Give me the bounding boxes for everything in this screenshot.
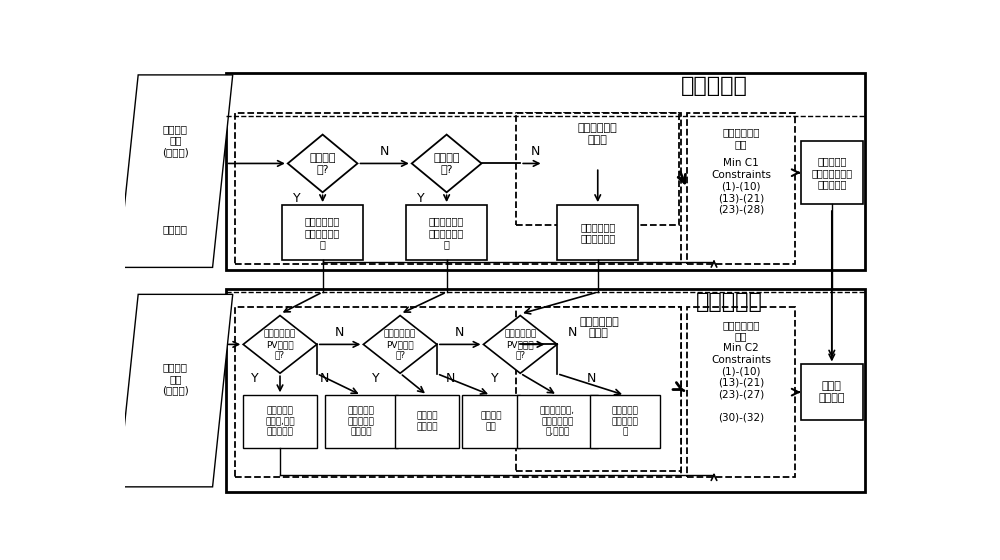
Text: 调度层结果
电网联络线功率
蓄电池功率: 调度层结果 电网联络线功率 蓄电池功率: [811, 156, 852, 189]
Polygon shape: [412, 134, 482, 192]
Text: 分散负荷削减
并保留部分备
用: 分散负荷削减 并保留部分备 用: [429, 216, 464, 249]
Text: 一般负荷
光伏
(分钟级): 一般负荷 光伏 (分钟级): [162, 362, 189, 396]
Text: N: N: [319, 372, 329, 385]
Text: 分散负荷削减,
制冷机功率调
整,蓄电池: 分散负荷削减, 制冷机功率调 整,蓄电池: [540, 407, 575, 436]
Text: Y: Y: [372, 372, 379, 385]
Bar: [517, 395, 598, 447]
Text: N: N: [335, 326, 344, 339]
Text: 备用分散
负荷削减: 备用分散 负荷削减: [416, 412, 438, 431]
Bar: [243, 395, 317, 447]
Polygon shape: [483, 315, 557, 374]
Bar: [516, 307, 681, 472]
Text: 电负荷增加或
PV出力减
少?: 电负荷增加或 PV出力减 少?: [264, 329, 296, 360]
Bar: [325, 395, 398, 447]
Bar: [557, 205, 638, 260]
Text: N: N: [531, 146, 540, 158]
Bar: [406, 205, 487, 260]
Text: 备用分散负
荷削减,制冷
机功率调整: 备用分散负 荷削减,制冷 机功率调整: [265, 407, 295, 436]
Text: Min C2
Constraints
(1)-(10)
(13)-(21)
(23)-(27)

(30)-(32): Min C2 Constraints (1)-(10) (13)-(21) (2…: [711, 343, 771, 423]
Text: 日前优化调度
模型: 日前优化调度 模型: [722, 127, 760, 149]
Text: Y: Y: [417, 192, 425, 204]
Text: N: N: [380, 146, 389, 158]
Polygon shape: [118, 295, 233, 487]
Text: 日前调度层: 日前调度层: [681, 77, 747, 96]
Text: 调整层
优化结果: 调整层 优化结果: [819, 381, 845, 403]
Text: N: N: [455, 326, 464, 339]
Text: 实时优化调度
模型: 实时优化调度 模型: [722, 320, 760, 342]
Bar: [590, 395, 660, 447]
Polygon shape: [243, 315, 317, 374]
Polygon shape: [288, 134, 358, 192]
Text: 电负荷增加或
PV出力减
少?: 电负荷增加或 PV出力减 少?: [384, 329, 416, 360]
Text: N: N: [587, 372, 596, 385]
Text: 空调负荷: 空调负荷: [163, 224, 188, 234]
Bar: [462, 395, 520, 447]
Bar: [687, 113, 795, 264]
Text: 蓄电池、制
冷机功率调
整: 蓄电池、制 冷机功率调 整: [611, 407, 638, 436]
Bar: [395, 395, 459, 447]
Text: 集中负荷
高?: 集中负荷 高?: [309, 153, 336, 174]
Bar: [235, 113, 681, 264]
Polygon shape: [363, 315, 437, 374]
Text: 电负荷增加或
PV出力减
少?: 电负荷增加或 PV出力减 少?: [504, 329, 536, 360]
Text: 一般负荷
光伏
(小时级): 一般负荷 光伏 (小时级): [162, 124, 189, 157]
Text: Y: Y: [251, 372, 259, 385]
Bar: [226, 289, 865, 492]
Text: 实时调整层: 实时调整层: [696, 292, 763, 312]
Bar: [282, 205, 363, 260]
Text: Y: Y: [293, 192, 301, 204]
Text: 调度层空调负
荷控制: 调度层空调负 荷控制: [578, 123, 618, 145]
Bar: [516, 113, 679, 225]
Bar: [801, 365, 863, 420]
Text: 分散负荷
高?: 分散负荷 高?: [433, 153, 460, 174]
Text: 分散负荷
还原: 分散负荷 还原: [480, 412, 502, 431]
Text: Min C1
Constraints
(1)-(10)
(13)-(21)
(23)-(28): Min C1 Constraints (1)-(10) (13)-(21) (2…: [711, 158, 771, 214]
Text: Y: Y: [491, 372, 498, 385]
Bar: [235, 307, 681, 477]
Text: N: N: [567, 326, 577, 339]
Bar: [801, 141, 863, 204]
Polygon shape: [118, 75, 233, 267]
Text: 分散负荷全部
保留作为备用: 分散负荷全部 保留作为备用: [580, 222, 615, 244]
Bar: [226, 73, 865, 270]
Text: 分散负荷还
原和制冷机
功率调整: 分散负荷还 原和制冷机 功率调整: [348, 407, 375, 436]
Text: 分散负荷削减
并保留部分备
用: 分散负荷削减 并保留部分备 用: [305, 216, 340, 249]
Bar: [687, 307, 795, 477]
Text: 调整层空调负
荷控制: 调整层空调负 荷控制: [579, 316, 619, 338]
Text: N: N: [446, 372, 455, 385]
